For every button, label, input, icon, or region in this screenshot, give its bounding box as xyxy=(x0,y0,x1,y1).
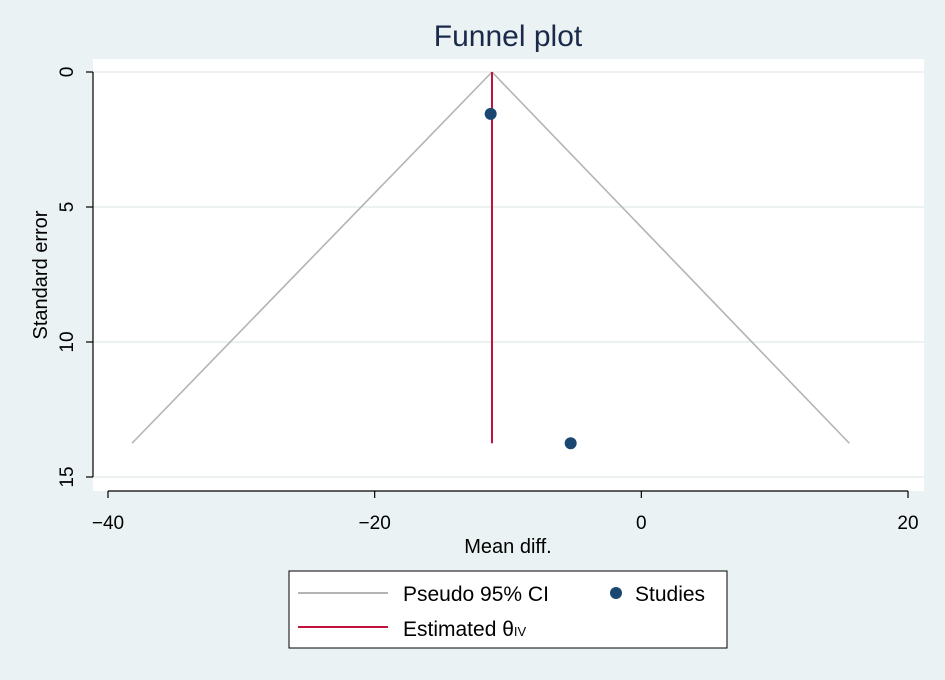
y-tick-label: 5 xyxy=(57,202,78,213)
y-axis-label: Standard error xyxy=(30,210,52,339)
plot-area xyxy=(93,59,924,491)
x-tick-label: −40 xyxy=(92,513,124,534)
x-tick-label: −20 xyxy=(359,513,391,534)
ci-line-left xyxy=(131,71,493,444)
x-tick-label: 0 xyxy=(636,513,647,534)
legend-ci-label: Pseudo 95% CI xyxy=(403,583,549,606)
legend-studies-label: Studies xyxy=(635,583,705,606)
study-point xyxy=(564,437,577,450)
x-tick-label: 20 xyxy=(897,513,918,534)
legend-studies-swatch xyxy=(610,587,622,599)
study-point xyxy=(484,107,497,120)
legend-box xyxy=(288,570,728,649)
legend-estimate-sub: IV xyxy=(514,624,527,639)
legend: Pseudo 95% CI Studies Estimated θIV xyxy=(288,570,728,649)
legend-estimate-label: Estimated θIV xyxy=(403,618,527,641)
x-axis-label: Mean diff. xyxy=(464,536,551,558)
chart-title: Funnel plot xyxy=(434,20,583,53)
y-tick-label: 10 xyxy=(57,331,78,352)
y-tick-label: 15 xyxy=(57,466,78,487)
gridlines xyxy=(93,71,924,478)
legend-estimate-main: Estimated θ xyxy=(403,618,514,641)
ci-line-right xyxy=(491,71,850,444)
axes: 0 5 10 15 −40 −20 0 20 xyxy=(57,67,919,534)
y-tick-label: 0 xyxy=(57,67,78,78)
chart-marks xyxy=(131,71,850,450)
